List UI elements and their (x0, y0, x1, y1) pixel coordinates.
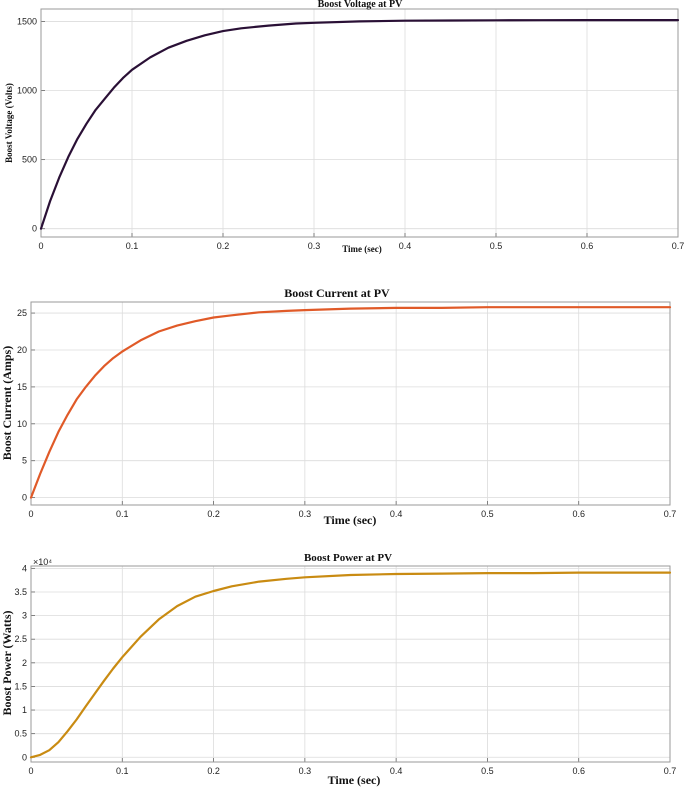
x-tick-label: 0.6 (572, 509, 585, 519)
y-exponent-label: ×10⁴ (33, 557, 52, 567)
y-tick-label: 3 (22, 611, 27, 621)
y-tick-label: 15 (17, 382, 27, 392)
x-tick-label: 0.3 (308, 241, 321, 251)
x-axis-label: Time (sec) (324, 513, 377, 527)
plot-border (40, 8, 679, 238)
y-tick-label: 25 (17, 308, 27, 318)
y-tick-label: 0 (22, 493, 27, 503)
chart-1: 0 0.1 0.2 0.3 0.4 0.5 0.6 0.7 0 500 1000 1500 Boost … (4, 0, 684, 254)
x-axis-label: Time (sec) (328, 773, 381, 787)
plot-area (30, 301, 671, 506)
x-tick-label: 0.1 (126, 241, 139, 251)
x-tick-label: 0.7 (664, 509, 677, 519)
y-tick-label: 1 (22, 705, 27, 715)
x-tick-label: 0 (28, 766, 33, 776)
chart-title: Boost Voltage at PV (318, 0, 404, 10)
chart-title: Boost Power at PV (304, 552, 392, 564)
x-axis-label: Time (sec) (342, 244, 382, 254)
y-axis-label: Boost Voltage (Volts) (4, 83, 14, 163)
y-tick-label: 10 (17, 419, 27, 429)
y-tick-label: 3.5 (14, 587, 27, 597)
y-tick-label: 0.5 (14, 729, 27, 739)
x-tick-label: 0.2 (207, 509, 220, 519)
x-tick-label: 0.3 (299, 766, 312, 776)
y-tick-label: 4 (22, 563, 27, 573)
x-tick-label: 0.2 (207, 766, 220, 776)
y-axis-label: Boost Power (Watts) (0, 610, 14, 715)
plot-area (40, 8, 679, 238)
chart-3: 0 0.1 0.2 0.3 0.4 0.5 0.6 0.7 0 0.5 1 1.5 2 2.5 3 3.5 4 B… (0, 552, 676, 787)
series-line-1 (39, 19, 680, 230)
x-tick-label: 0 (38, 241, 43, 251)
y-axis-label: Boost Current (Amps) (0, 346, 14, 460)
x-tick-label: 0.4 (399, 241, 412, 251)
x-tick-label: 0.1 (116, 509, 129, 519)
plot-area (30, 565, 671, 763)
x-tick-label: 0.1 (116, 766, 129, 776)
x-tick-label: 0.7 (672, 241, 685, 251)
x-tick-label: 0.5 (490, 241, 503, 251)
y-tick-label: 1000 (17, 86, 37, 96)
chart-title: Boost Current at PV (284, 286, 390, 300)
series-line-1 (29, 306, 672, 499)
plot-border (30, 565, 671, 763)
y-tick-label: 5 (22, 456, 27, 466)
y-tick-label: 0 (32, 224, 37, 234)
chart-2: 0 0.1 0.2 0.3 0.4 0.5 0.6 0.7 0 5 10 15 20 25 Boost Cu… (0, 286, 676, 527)
series-line-1 (29, 571, 672, 759)
x-tick-label: 0.7 (664, 766, 677, 776)
y-tick-label: 0 (22, 752, 27, 762)
x-tick-label: 0.3 (299, 509, 312, 519)
y-tick-label: 1500 (17, 16, 37, 26)
x-tick-label: 0.6 (581, 241, 594, 251)
y-tick-label: 1.5 (14, 681, 27, 691)
x-tick-label: 0.4 (390, 509, 403, 519)
plot-border (30, 301, 671, 506)
y-tick-label: 500 (22, 155, 37, 165)
y-tick-label: 20 (17, 345, 27, 355)
y-tick-label: 2 (22, 658, 27, 668)
y-tick-label: 2.5 (14, 634, 27, 644)
x-tick-label: 0.2 (217, 241, 230, 251)
x-tick-label: 0.6 (572, 766, 585, 776)
x-tick-label: 0.4 (390, 766, 403, 776)
x-tick-label: 0 (28, 509, 33, 519)
x-tick-label: 0.5 (481, 766, 494, 776)
x-tick-label: 0.5 (481, 509, 494, 519)
